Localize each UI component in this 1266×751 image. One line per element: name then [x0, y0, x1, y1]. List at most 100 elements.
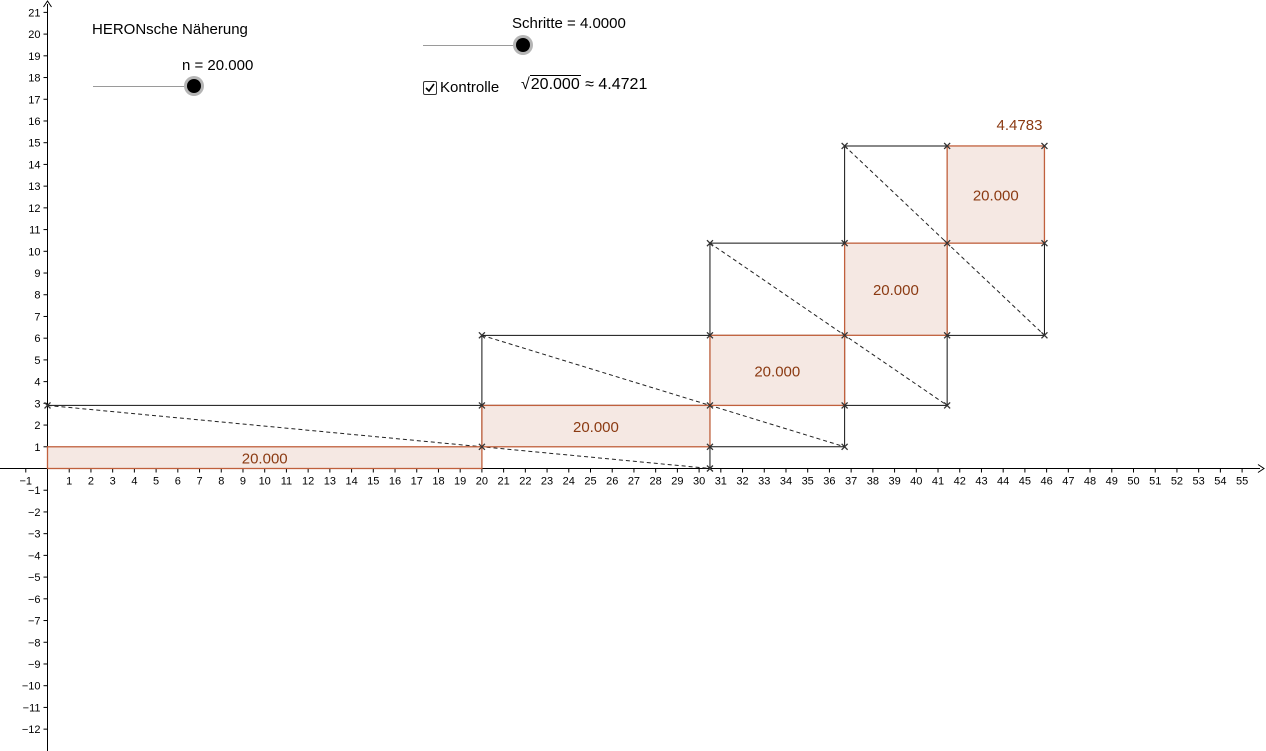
y-tick-label: 16	[28, 116, 40, 128]
x-tick-label: 50	[1127, 476, 1139, 488]
rectangle-area-label: 20.000	[754, 363, 800, 380]
point-marker[interactable]	[706, 401, 714, 409]
kontrolle-checkbox[interactable]	[423, 81, 437, 95]
point-marker[interactable]	[706, 465, 714, 472]
y-tick-label: 10	[28, 246, 40, 258]
approx-rectangle-5[interactable]	[946, 145, 1046, 244]
point-cross	[841, 443, 849, 451]
x-tick-label: 38	[867, 476, 879, 488]
point-marker[interactable]	[706, 443, 714, 451]
point-marker[interactable]	[478, 443, 486, 451]
x-tick-label: 25	[584, 476, 596, 488]
point-cross	[706, 239, 714, 247]
point-cross	[706, 465, 714, 472]
point-marker[interactable]	[943, 142, 951, 150]
point-marker[interactable]	[841, 331, 849, 339]
x-tick-label: 41	[932, 476, 944, 488]
x-tick-label: 3	[110, 476, 116, 488]
y-axis-arrow-icon	[43, 0, 52, 8]
y-tick-label: 17	[28, 94, 40, 106]
x-tick-label: 6	[175, 476, 181, 488]
point-cross	[478, 443, 486, 451]
point-marker[interactable]	[841, 401, 849, 409]
slider-n[interactable]	[93, 76, 203, 98]
y-tick-label: 2	[34, 420, 40, 432]
x-tick-label: 26	[606, 476, 618, 488]
point-cross	[44, 401, 51, 409]
x-tick-label: 21	[497, 476, 509, 488]
point-cross	[841, 331, 849, 339]
point-marker[interactable]	[943, 239, 951, 247]
x-tick-label: 48	[1084, 476, 1096, 488]
sqrt-approx: ≈ 4.4721	[585, 76, 648, 93]
x-tick-label: 2	[88, 476, 94, 488]
slider-steps-knob[interactable]	[516, 38, 530, 52]
x-tick-label: 43	[975, 476, 987, 488]
diagonal-dashed	[481, 334, 845, 448]
point-cross	[1040, 239, 1048, 247]
y-tick-label: −2	[28, 507, 41, 519]
x-tick-label: 10	[259, 476, 271, 488]
x-tick-label: 49	[1106, 476, 1118, 488]
x-tick-label: 28	[650, 476, 662, 488]
rectangle-area-label: 20.000	[873, 282, 919, 299]
point-marker[interactable]	[1040, 331, 1048, 339]
y-tick-label: −6	[28, 594, 41, 606]
x-tick-label: 14	[345, 476, 357, 488]
point-marker[interactable]	[943, 331, 951, 339]
y-tick-label: 18	[28, 73, 40, 85]
point-marker[interactable]	[841, 239, 849, 247]
point-marker[interactable]	[1040, 142, 1048, 150]
y-tick-label: −1	[28, 485, 41, 497]
approx-rectangle-2[interactable]	[481, 404, 711, 448]
point-cross	[943, 142, 951, 150]
point-marker[interactable]	[943, 401, 951, 409]
y-tick-label: −4	[28, 550, 41, 562]
y-tick-label: 11	[29, 225, 40, 237]
point-marker[interactable]	[706, 239, 714, 247]
x-tick-label: 7	[196, 476, 202, 488]
point-marker[interactable]	[841, 443, 849, 451]
y-tick-label: −11	[23, 702, 41, 714]
x-tick-label: 9	[240, 476, 246, 488]
slider-n-track[interactable]	[93, 86, 193, 87]
x-tick-label: 27	[628, 476, 640, 488]
approx-rectangle-3[interactable]	[709, 334, 846, 407]
x-tick-label: −1	[20, 476, 33, 488]
x-tick-label: 31	[715, 476, 727, 488]
y-tick-label: 15	[28, 138, 40, 150]
approx-rectangle-1[interactable]	[46, 446, 483, 470]
x-tick-label: 4	[131, 476, 137, 488]
point-cross	[706, 401, 714, 409]
y-tick-label: 14	[28, 159, 40, 171]
slider-steps-label: Schritte = 4.0000	[512, 15, 626, 32]
slider-steps-track[interactable]	[423, 45, 523, 46]
sqrt-icon: √	[521, 76, 530, 93]
x-axis-arrow-icon	[1257, 464, 1265, 473]
x-tick-label: 15	[367, 476, 379, 488]
point-marker[interactable]	[1040, 239, 1048, 247]
y-tick-label: 9	[34, 268, 40, 280]
rectangle-area-label: 20.000	[242, 451, 288, 468]
point-marker[interactable]	[706, 331, 714, 339]
approx-rectangle-4[interactable]	[843, 242, 948, 336]
slider-n-label: n = 20.000	[182, 57, 254, 74]
y-tick-label: 12	[28, 203, 40, 215]
point-marker[interactable]	[478, 331, 486, 339]
slider-n-knob[interactable]	[187, 79, 201, 93]
x-tick-label: 36	[823, 476, 835, 488]
x-tick-label: 24	[563, 476, 575, 488]
point-marker[interactable]	[841, 142, 849, 150]
x-tick-label: 40	[910, 476, 922, 488]
y-tick-label: 8	[34, 290, 40, 302]
slider-steps[interactable]	[423, 35, 533, 57]
point-marker[interactable]	[478, 401, 486, 409]
kontrolle-label: Kontrolle	[440, 79, 500, 96]
y-tick-label: 4	[34, 377, 40, 389]
point-marker[interactable]	[44, 401, 51, 409]
point-cross	[1040, 331, 1048, 339]
x-tick-label: 20	[476, 476, 488, 488]
y-tick-label: 13	[28, 181, 40, 193]
point-cross	[706, 443, 714, 451]
